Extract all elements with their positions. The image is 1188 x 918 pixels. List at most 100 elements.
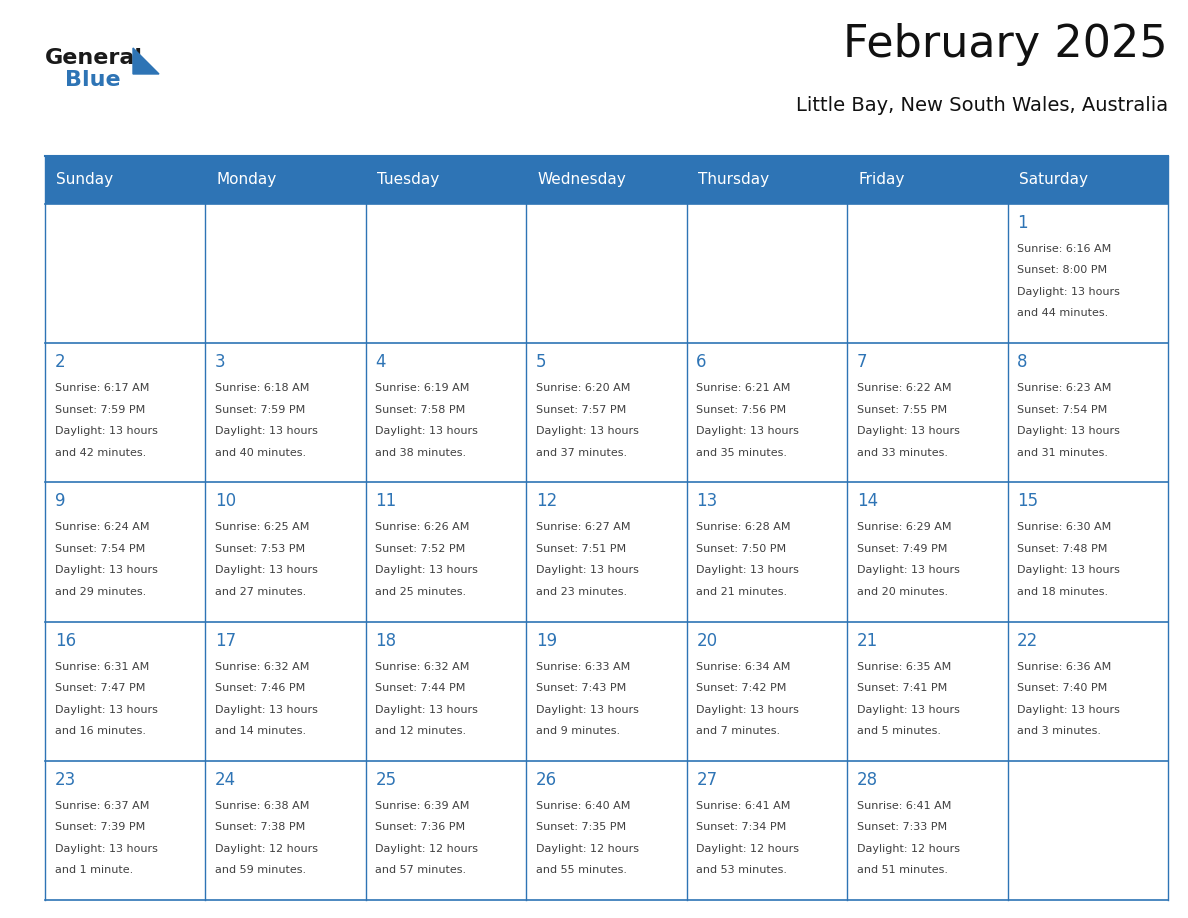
Text: and 18 minutes.: and 18 minutes. <box>1017 587 1108 597</box>
Text: Sunset: 7:51 PM: Sunset: 7:51 PM <box>536 543 626 554</box>
Bar <box>687 482 847 621</box>
Bar <box>847 204 1007 343</box>
Text: Sunrise: 6:41 AM: Sunrise: 6:41 AM <box>857 800 952 811</box>
Bar <box>206 204 366 343</box>
Text: and 51 minutes.: and 51 minutes. <box>857 866 948 875</box>
Text: Sunset: 7:49 PM: Sunset: 7:49 PM <box>857 543 947 554</box>
Bar <box>526 343 687 482</box>
Text: 24: 24 <box>215 771 236 789</box>
Text: 9: 9 <box>55 492 65 510</box>
Text: Sunset: 7:48 PM: Sunset: 7:48 PM <box>1017 543 1107 554</box>
Text: Sunset: 7:36 PM: Sunset: 7:36 PM <box>375 823 466 833</box>
Text: 16: 16 <box>55 632 76 650</box>
Text: Sunset: 7:47 PM: Sunset: 7:47 PM <box>55 683 145 693</box>
Text: Sunset: 7:50 PM: Sunset: 7:50 PM <box>696 543 786 554</box>
Text: Daylight: 13 hours: Daylight: 13 hours <box>55 426 158 436</box>
Text: 13: 13 <box>696 492 718 510</box>
Bar <box>847 621 1007 761</box>
Text: 18: 18 <box>375 632 397 650</box>
Text: Saturday: Saturday <box>1019 173 1088 187</box>
Text: 22: 22 <box>1017 632 1038 650</box>
Text: Daylight: 13 hours: Daylight: 13 hours <box>857 565 960 576</box>
Text: Sunrise: 6:27 AM: Sunrise: 6:27 AM <box>536 522 631 532</box>
Text: Sunrise: 6:18 AM: Sunrise: 6:18 AM <box>215 383 309 393</box>
Text: and 20 minutes.: and 20 minutes. <box>857 587 948 597</box>
Text: Daylight: 13 hours: Daylight: 13 hours <box>375 426 479 436</box>
Bar <box>847 343 1007 482</box>
Text: Sunset: 7:39 PM: Sunset: 7:39 PM <box>55 823 145 833</box>
Polygon shape <box>133 48 159 74</box>
Text: Sunrise: 6:20 AM: Sunrise: 6:20 AM <box>536 383 631 393</box>
Text: 4: 4 <box>375 353 386 371</box>
Text: 1: 1 <box>1017 214 1028 232</box>
Text: and 5 minutes.: and 5 minutes. <box>857 726 941 736</box>
Text: 12: 12 <box>536 492 557 510</box>
Text: 21: 21 <box>857 632 878 650</box>
Text: Sunset: 7:42 PM: Sunset: 7:42 PM <box>696 683 786 693</box>
Text: and 57 minutes.: and 57 minutes. <box>375 866 467 875</box>
Text: and 55 minutes.: and 55 minutes. <box>536 866 627 875</box>
Bar <box>366 156 526 204</box>
Text: and 42 minutes.: and 42 minutes. <box>55 448 146 458</box>
Text: 2: 2 <box>55 353 65 371</box>
Text: Sunrise: 6:32 AM: Sunrise: 6:32 AM <box>215 662 309 672</box>
Text: Sunrise: 6:24 AM: Sunrise: 6:24 AM <box>55 522 150 532</box>
Text: Blue: Blue <box>65 70 121 90</box>
Text: Sunset: 7:54 PM: Sunset: 7:54 PM <box>1017 405 1107 415</box>
Text: Sunrise: 6:26 AM: Sunrise: 6:26 AM <box>375 522 470 532</box>
Text: Sunset: 7:40 PM: Sunset: 7:40 PM <box>1017 683 1107 693</box>
Bar <box>847 761 1007 900</box>
Bar <box>45 204 206 343</box>
Bar <box>366 204 526 343</box>
Text: Sunrise: 6:30 AM: Sunrise: 6:30 AM <box>1017 522 1112 532</box>
Text: Sunset: 7:54 PM: Sunset: 7:54 PM <box>55 543 145 554</box>
Text: Daylight: 13 hours: Daylight: 13 hours <box>375 565 479 576</box>
Text: Daylight: 13 hours: Daylight: 13 hours <box>1017 705 1120 714</box>
Text: Sunset: 7:53 PM: Sunset: 7:53 PM <box>215 543 305 554</box>
Text: and 53 minutes.: and 53 minutes. <box>696 866 788 875</box>
Bar <box>366 761 526 900</box>
Text: Sunrise: 6:22 AM: Sunrise: 6:22 AM <box>857 383 952 393</box>
Text: Sunset: 7:46 PM: Sunset: 7:46 PM <box>215 683 305 693</box>
Text: 6: 6 <box>696 353 707 371</box>
Text: Sunrise: 6:33 AM: Sunrise: 6:33 AM <box>536 662 630 672</box>
Text: Sunset: 7:43 PM: Sunset: 7:43 PM <box>536 683 626 693</box>
Text: and 35 minutes.: and 35 minutes. <box>696 448 788 458</box>
Text: February 2025: February 2025 <box>843 23 1168 66</box>
Text: and 23 minutes.: and 23 minutes. <box>536 587 627 597</box>
Text: Daylight: 13 hours: Daylight: 13 hours <box>696 565 800 576</box>
Bar <box>526 761 687 900</box>
Text: Sunrise: 6:38 AM: Sunrise: 6:38 AM <box>215 800 309 811</box>
Text: and 21 minutes.: and 21 minutes. <box>696 587 788 597</box>
Bar <box>206 621 366 761</box>
Text: 27: 27 <box>696 771 718 789</box>
Text: General: General <box>45 48 143 68</box>
Text: Daylight: 13 hours: Daylight: 13 hours <box>215 426 318 436</box>
Bar <box>1007 156 1168 204</box>
Text: Sunset: 7:59 PM: Sunset: 7:59 PM <box>215 405 305 415</box>
Text: Daylight: 12 hours: Daylight: 12 hours <box>857 844 960 854</box>
Text: and 16 minutes.: and 16 minutes. <box>55 726 146 736</box>
Text: and 37 minutes.: and 37 minutes. <box>536 448 627 458</box>
Text: Sunrise: 6:25 AM: Sunrise: 6:25 AM <box>215 522 309 532</box>
Text: 3: 3 <box>215 353 226 371</box>
Text: 26: 26 <box>536 771 557 789</box>
Text: Sunset: 7:58 PM: Sunset: 7:58 PM <box>375 405 466 415</box>
Text: Sunrise: 6:36 AM: Sunrise: 6:36 AM <box>1017 662 1112 672</box>
Text: Sunrise: 6:21 AM: Sunrise: 6:21 AM <box>696 383 791 393</box>
Text: Sunrise: 6:29 AM: Sunrise: 6:29 AM <box>857 522 952 532</box>
Text: 14: 14 <box>857 492 878 510</box>
Text: and 25 minutes.: and 25 minutes. <box>375 587 467 597</box>
Text: Daylight: 13 hours: Daylight: 13 hours <box>55 844 158 854</box>
Text: Daylight: 13 hours: Daylight: 13 hours <box>696 705 800 714</box>
Bar <box>526 482 687 621</box>
Text: Daylight: 13 hours: Daylight: 13 hours <box>536 705 639 714</box>
Text: Wednesday: Wednesday <box>537 173 626 187</box>
Bar <box>687 621 847 761</box>
Text: Sunset: 7:55 PM: Sunset: 7:55 PM <box>857 405 947 415</box>
Bar <box>206 156 366 204</box>
Bar <box>526 621 687 761</box>
Text: Sunset: 7:34 PM: Sunset: 7:34 PM <box>696 823 786 833</box>
Text: Daylight: 13 hours: Daylight: 13 hours <box>55 565 158 576</box>
Text: 17: 17 <box>215 632 236 650</box>
